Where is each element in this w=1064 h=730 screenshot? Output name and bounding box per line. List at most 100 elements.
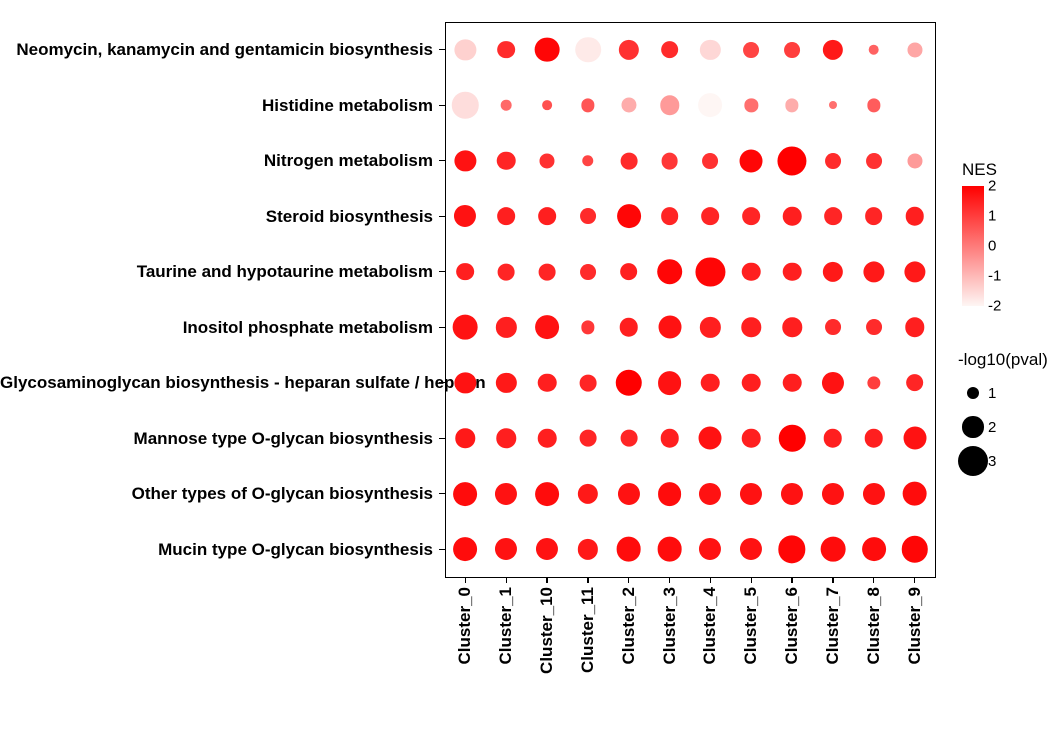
dot bbox=[702, 153, 718, 169]
dot bbox=[821, 537, 846, 562]
dot bbox=[829, 101, 837, 109]
dot bbox=[619, 318, 638, 337]
dot bbox=[618, 483, 640, 505]
dot bbox=[453, 482, 477, 506]
dot bbox=[535, 482, 559, 506]
colorbar-tick: -1 bbox=[988, 268, 1001, 285]
dot bbox=[699, 483, 721, 505]
color-legend: NES 210-1-2 bbox=[962, 160, 997, 306]
dot bbox=[743, 42, 759, 58]
dot bbox=[822, 372, 844, 394]
dot bbox=[696, 257, 725, 286]
size-legend-label: 1 bbox=[988, 385, 996, 402]
dot bbox=[825, 319, 841, 335]
dot bbox=[742, 262, 761, 281]
y-tick-label: Mannose type O-glycan biosynthesis bbox=[0, 429, 433, 449]
y-tick-label: Steroid biosynthesis bbox=[0, 207, 433, 227]
size-legend-dot bbox=[958, 446, 988, 476]
dot bbox=[783, 262, 802, 281]
dot bbox=[824, 429, 843, 448]
dot bbox=[660, 429, 679, 448]
size-legend-label: 3 bbox=[988, 453, 996, 470]
dot bbox=[497, 151, 516, 170]
dot bbox=[698, 93, 722, 117]
dot bbox=[661, 41, 679, 59]
dot bbox=[575, 37, 601, 63]
dot bbox=[457, 263, 475, 281]
dot bbox=[658, 482, 682, 506]
x-tick-label: Cluster_11 bbox=[578, 587, 598, 673]
dot bbox=[580, 374, 597, 391]
dot bbox=[453, 537, 477, 561]
colorbar-tick: 2 bbox=[988, 178, 996, 195]
dot bbox=[905, 207, 924, 226]
dot bbox=[542, 100, 552, 110]
dot bbox=[497, 41, 515, 59]
dot bbox=[907, 42, 922, 57]
size-legend-item: 1 bbox=[958, 376, 1048, 410]
x-tick-label: Cluster_1 bbox=[496, 587, 516, 664]
dot bbox=[863, 483, 885, 505]
size-legend-dot bbox=[967, 387, 979, 399]
y-tick: Taurine and hypotaurine metabolism bbox=[0, 272, 445, 273]
x-tick-label: Cluster_10 bbox=[537, 587, 557, 674]
dot bbox=[620, 263, 638, 281]
dot bbox=[497, 207, 515, 225]
dot bbox=[783, 207, 802, 226]
dot bbox=[538, 373, 557, 392]
dot bbox=[657, 537, 682, 562]
y-tick-label: Taurine and hypotaurine metabolism bbox=[0, 262, 433, 282]
x-tick-label: Cluster_3 bbox=[660, 587, 680, 664]
y-tick-label: Histidine metabolism bbox=[0, 96, 433, 116]
y-tick-label: Neomycin, kanamycin and gentamicin biosy… bbox=[0, 40, 433, 60]
y-tick-label: Mucin type O-glycan biosynthesis bbox=[0, 540, 433, 560]
dot bbox=[906, 374, 924, 392]
x-tick-label: Cluster_2 bbox=[619, 587, 639, 664]
dot bbox=[454, 205, 476, 227]
dot bbox=[699, 538, 721, 560]
dot bbox=[580, 430, 597, 447]
size-legend-item: 3 bbox=[958, 444, 1048, 478]
dot bbox=[539, 263, 556, 280]
size-legend-title: -log10(pval) bbox=[958, 350, 1048, 370]
dot bbox=[538, 429, 557, 448]
dot bbox=[742, 207, 760, 225]
y-tick: Nitrogen metabolism bbox=[0, 161, 445, 162]
dot bbox=[784, 42, 800, 58]
y-tick: Steroid biosynthesis bbox=[0, 216, 445, 217]
dot bbox=[740, 538, 762, 560]
dot bbox=[661, 152, 678, 169]
size-legend-label: 2 bbox=[988, 419, 996, 436]
dot bbox=[657, 259, 683, 285]
y-tick-label: Nitrogen metabolism bbox=[0, 151, 433, 171]
dot bbox=[865, 207, 883, 225]
dot bbox=[742, 429, 761, 448]
dot bbox=[661, 207, 679, 225]
y-tick: Histidine metabolism bbox=[0, 105, 445, 106]
y-tick: Other types of O-glycan biosynthesis bbox=[0, 494, 445, 495]
x-tick-label: Cluster_7 bbox=[823, 587, 843, 664]
dot bbox=[702, 207, 720, 225]
y-tick-label: Glycosaminoglycan biosynthesis - heparan… bbox=[0, 373, 433, 393]
y-tick: Inositol phosphate metabolism bbox=[0, 327, 445, 328]
dot bbox=[540, 153, 555, 168]
left-spine bbox=[445, 22, 446, 577]
dot bbox=[621, 98, 636, 113]
dot bbox=[740, 149, 763, 172]
dot bbox=[535, 37, 560, 62]
y-tick-label: Inositol phosphate metabolism bbox=[0, 318, 433, 338]
dot bbox=[903, 427, 926, 450]
dot bbox=[740, 483, 762, 505]
y-tick: Neomycin, kanamycin and gentamicin biosy… bbox=[0, 50, 445, 51]
y-tick: Mucin type O-glycan biosynthesis bbox=[0, 549, 445, 550]
x-tick-label: Cluster_0 bbox=[455, 587, 475, 664]
dot bbox=[617, 204, 641, 228]
dot bbox=[580, 208, 596, 224]
dot bbox=[582, 155, 594, 167]
dot bbox=[699, 427, 722, 450]
dot bbox=[825, 153, 841, 169]
x-tick-label: Cluster_8 bbox=[864, 587, 884, 664]
dot bbox=[701, 373, 720, 392]
size-legend: -log10(pval) 1 2 3 bbox=[958, 350, 1048, 478]
x-tick-label: Cluster_5 bbox=[741, 587, 761, 664]
